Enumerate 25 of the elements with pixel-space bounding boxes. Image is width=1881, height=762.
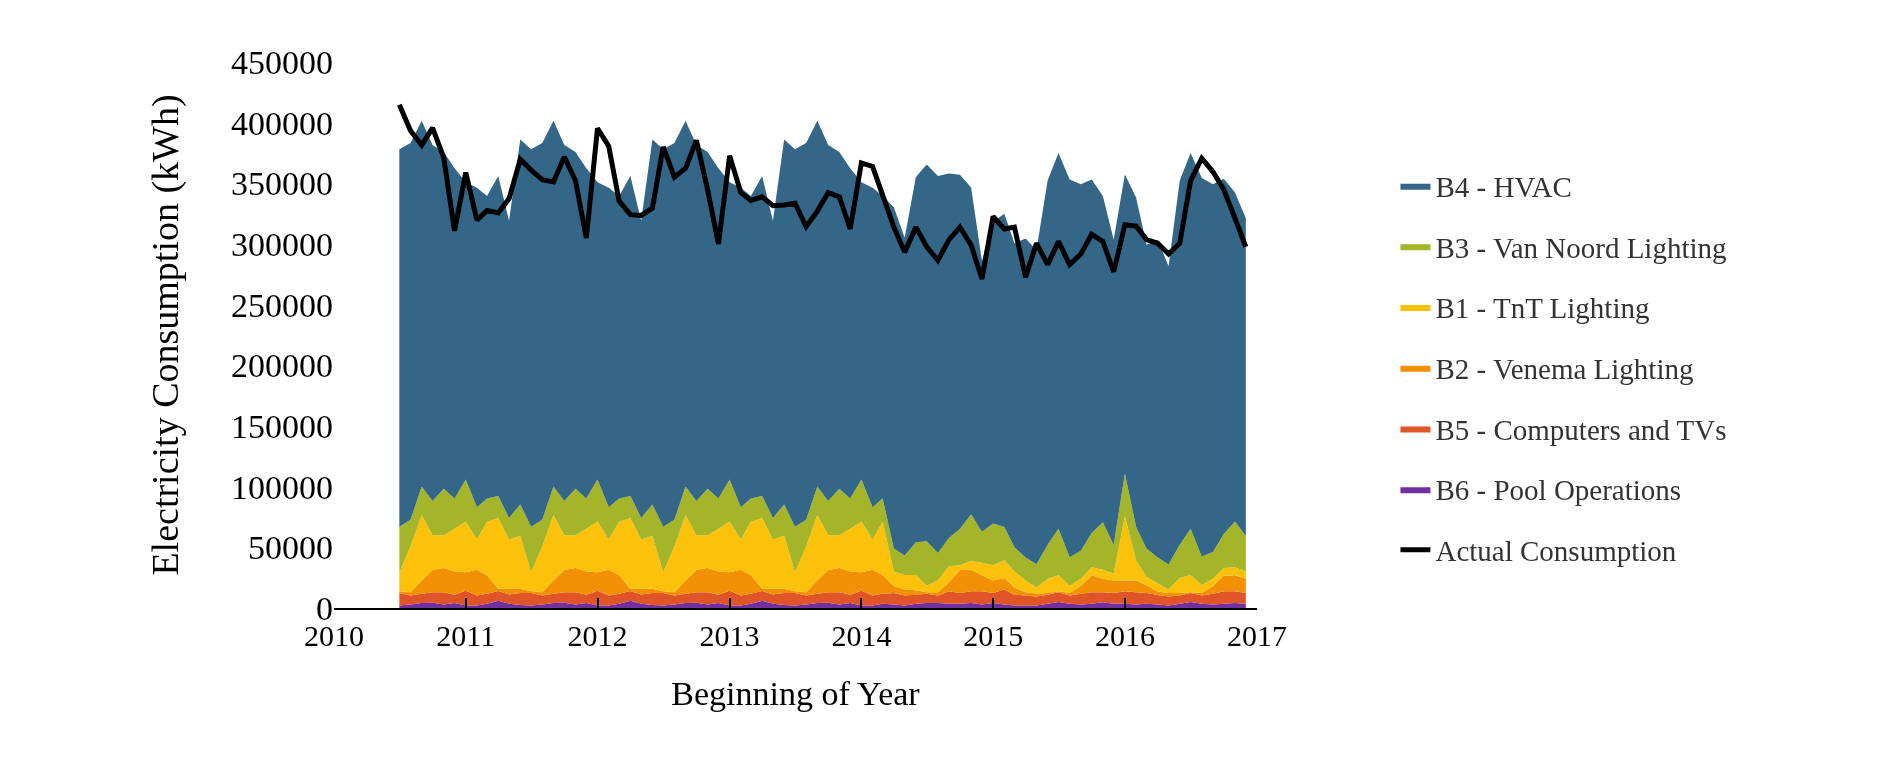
legend-label: B6 - Pool Operations — [1435, 474, 1682, 507]
y-tick-label: 200000 — [231, 347, 333, 385]
y-tick-label: 100000 — [231, 468, 333, 506]
legend-label: Actual Consumption — [1435, 535, 1677, 568]
y-tick-label: 250000 — [231, 286, 333, 324]
x-tick-label: 2012 — [567, 619, 628, 652]
x-axis-title: Beginning of Year — [671, 674, 921, 712]
x-tick-label: 2015 — [963, 619, 1024, 652]
y-tick-label: 300000 — [231, 225, 333, 263]
legend-label: B5 - Computers and TVs — [1435, 413, 1727, 446]
y-tick-label: 150000 — [231, 407, 333, 445]
x-tick-label: 2013 — [699, 619, 760, 652]
legend-label: B1 - TnT Lighting — [1435, 292, 1650, 325]
legend-label: B2 - Venema Lighting — [1435, 353, 1694, 386]
legend-label: B4 - HVAC — [1435, 170, 1572, 203]
y-tick-label: 350000 — [231, 165, 333, 203]
y-tick-label: 450000 — [231, 43, 333, 81]
y-tick-label: 400000 — [231, 104, 333, 142]
x-tick-label: 2017 — [1227, 619, 1287, 652]
x-tick-label: 2011 — [436, 619, 496, 652]
y-tick-label: 50000 — [248, 529, 333, 567]
x-tick-label: 2016 — [1094, 619, 1155, 652]
legend-label: B3 - Van Noord Lighting — [1435, 231, 1727, 264]
y-axis-title: Electricity Consumption (kWh) — [144, 94, 188, 576]
x-tick-label: 2014 — [831, 619, 892, 652]
